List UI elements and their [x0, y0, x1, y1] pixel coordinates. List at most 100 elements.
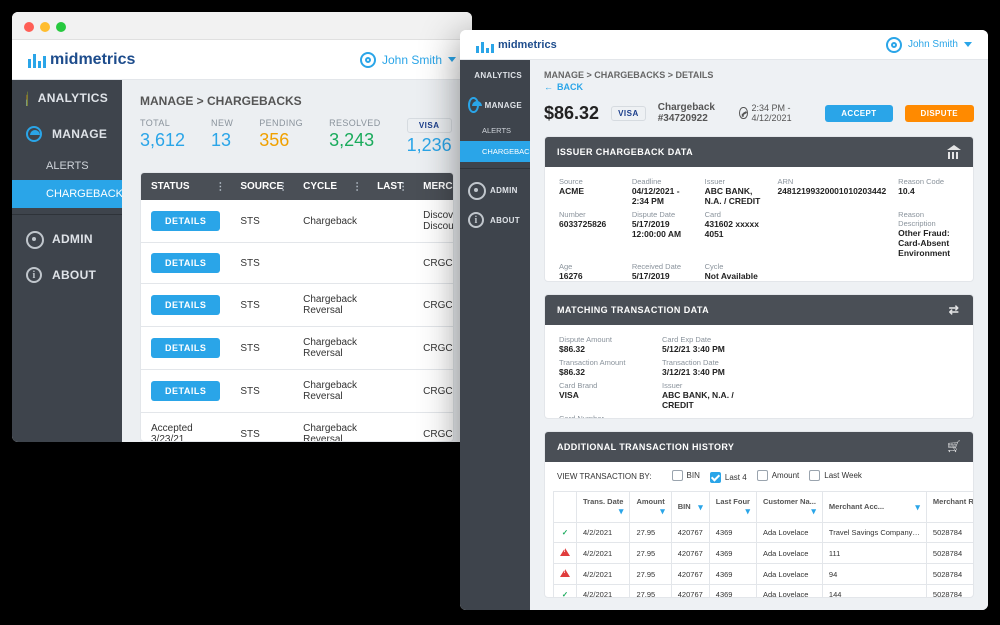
details-button[interactable]: DETAILS: [151, 211, 220, 231]
sidebar-item-chargebacks[interactable]: CHARGEBACKS: [12, 180, 122, 208]
detail-header: $86.32 VISA Chargeback #34720922 2:34 PM…: [530, 100, 988, 136]
analytics-icon: [26, 90, 28, 106]
info-icon: [468, 212, 484, 228]
sidebar-item-chargebacks[interactable]: CHARGEBACKS: [460, 141, 530, 162]
check-icon: ✓: [562, 590, 568, 598]
visa-icon: VISA: [611, 106, 646, 121]
details-button[interactable]: DETAILS: [151, 338, 220, 358]
filter-checkbox[interactable]: [710, 472, 721, 483]
cart-icon: [947, 440, 961, 454]
window-controls[interactable]: [24, 22, 66, 32]
sidebar: ANALYTICS MANAGE ALERTS CHARGEBACKS ADMI…: [12, 80, 122, 442]
warning-icon: [560, 548, 570, 556]
table-row: DETAILSSTSCRGC: [141, 243, 454, 284]
manage-icon: [468, 97, 479, 113]
accept-button[interactable]: ACCEPT: [825, 105, 892, 122]
info-icon: [26, 267, 42, 283]
filter-label[interactable]: Last Week: [824, 471, 862, 480]
sidebar-item-analytics[interactable]: ANALYTICS: [460, 60, 530, 90]
chargeback-number: Chargeback #34720922: [658, 102, 728, 124]
chevron-down-icon: [964, 42, 972, 47]
sidebar-item-analytics[interactable]: ANALYTICS: [12, 80, 122, 116]
col-header[interactable]: Trans. Date▾: [577, 492, 630, 523]
sidebar-item-admin[interactable]: ADMIN: [12, 221, 122, 257]
col-header[interactable]: Last Four▾: [709, 492, 756, 523]
manage-icon: [26, 126, 42, 142]
table-row[interactable]: 4/2/202127.954207674369Ada Lovelace11150…: [554, 543, 975, 564]
issuer-panel: ISSUER CHARGEBACK DATA SourceACMEDeadlin…: [544, 136, 974, 282]
titlebar: [12, 12, 472, 40]
visa-icon: VISA: [407, 118, 452, 133]
logo-icon: [28, 52, 46, 68]
avatar-icon: [886, 37, 902, 53]
window-chargeback-detail: midmetrics John Smith ANALYTICS MANAGE A…: [460, 30, 988, 610]
col-header[interactable]: Customer Na...▾: [756, 492, 822, 523]
details-button[interactable]: DETAILS: [151, 253, 220, 273]
summary-stats: TOTAL3,612 NEW13 PENDING356 RESOLVED3,24…: [122, 114, 472, 172]
check-icon: ✓: [562, 528, 568, 537]
avatar-icon: [360, 52, 376, 68]
col-header[interactable]: Merchant Acc...▾: [822, 492, 926, 523]
filter-checkbox[interactable]: [672, 470, 683, 481]
sidebar-item-manage[interactable]: MANAGE: [12, 116, 122, 152]
logo[interactable]: midmetrics: [476, 37, 557, 53]
chargebacks-table: STATUS⋮SOURCE⋮CYCLE⋮LAST⋮MERCHA⋮ DETAILS…: [140, 172, 454, 442]
match-panel: MATCHING TRANSACTION DATA Dispute Amount…: [544, 294, 974, 420]
sidebar-item-about[interactable]: ABOUT: [460, 205, 530, 235]
sidebar-separator: [12, 214, 122, 215]
user-name: John Smith: [908, 39, 958, 50]
gear-icon: [26, 231, 42, 247]
table-row: Accepted 3/23/21STSChargeback ReversalCR…: [141, 413, 454, 443]
back-link[interactable]: ← BACK: [530, 82, 988, 100]
window-chargebacks-list: midmetrics John Smith ANALYTICS MANAGE A…: [12, 12, 472, 442]
logo-text: midmetrics: [498, 39, 557, 51]
sidebar-item-about[interactable]: ABOUT: [12, 257, 122, 293]
gear-icon: [468, 182, 484, 198]
table-row[interactable]: ✓4/2/202127.954207674369Ada Lovelace1445…: [554, 585, 975, 598]
sidebar-item-alerts[interactable]: ALERTS: [460, 120, 530, 141]
details-button[interactable]: DETAILS: [151, 381, 220, 401]
transfer-icon: [947, 303, 961, 317]
user-menu[interactable]: John Smith: [886, 37, 972, 53]
history-table: Trans. Date▾Amount▾BIN▾Last Four▾Custome…: [553, 491, 974, 598]
sidebar: ANALYTICS MANAGE ALERTS CHARGEBACKS ADMI…: [460, 60, 530, 610]
sidebar-item-admin[interactable]: ADMIN: [460, 175, 530, 205]
col-header[interactable]: MERCHA⋮: [413, 173, 454, 200]
logo-icon: [476, 37, 494, 53]
sidebar-item-manage[interactable]: MANAGE: [460, 90, 530, 120]
table-row: DETAILSSTSChargebackDiscover Discount: [141, 200, 454, 243]
breadcrumb: MANAGE > CHARGEBACKS: [122, 80, 472, 114]
col-header[interactable]: LAST⋮: [367, 173, 413, 200]
dispute-button[interactable]: DISPUTE: [905, 105, 974, 122]
filter-checkbox[interactable]: [809, 470, 820, 481]
logo[interactable]: midmetrics: [28, 51, 135, 69]
filter-checkbox[interactable]: [757, 470, 768, 481]
user-menu[interactable]: John Smith: [360, 52, 456, 68]
filter-label[interactable]: Amount: [772, 471, 800, 480]
table-row[interactable]: 4/2/202127.954207674369Ada Lovelace94502…: [554, 564, 975, 585]
details-button[interactable]: DETAILS: [151, 295, 220, 315]
chevron-down-icon: [448, 57, 456, 62]
col-header[interactable]: Merchant Ref...▾: [926, 492, 974, 523]
col-header[interactable]: STATUS⋮: [141, 173, 230, 200]
col-header[interactable]: SOURCE⋮: [230, 173, 293, 200]
col-header[interactable]: BIN▾: [671, 492, 709, 523]
filter-label[interactable]: Last 4: [725, 473, 747, 482]
logo-text: midmetrics: [50, 51, 135, 69]
warning-icon: [560, 569, 570, 577]
col-header[interactable]: [554, 492, 577, 523]
sidebar-item-alerts[interactable]: ALERTS: [12, 152, 122, 180]
table-row[interactable]: ✓4/2/202127.954207674369Ada LovelaceTrav…: [554, 523, 975, 543]
topbar: midmetrics John Smith: [460, 30, 988, 60]
bank-icon: [947, 145, 961, 159]
user-name: John Smith: [382, 53, 442, 67]
topbar: midmetrics John Smith: [12, 40, 472, 80]
history-filters: VIEW TRANSACTION BY: BINLast 4AmountLast…: [545, 462, 973, 491]
history-panel: ADDITIONAL TRANSACTION HISTORY VIEW TRAN…: [544, 431, 974, 598]
breadcrumb: MANAGE > CHARGEBACKS > DETAILS: [530, 60, 988, 82]
col-header[interactable]: CYCLE⋮: [293, 173, 367, 200]
filter-label[interactable]: BIN: [687, 471, 700, 480]
table-row: DETAILSSTSChargeback ReversalCRGC: [141, 370, 454, 413]
amount: $86.32: [544, 103, 599, 124]
col-header[interactable]: Amount▾: [630, 492, 671, 523]
